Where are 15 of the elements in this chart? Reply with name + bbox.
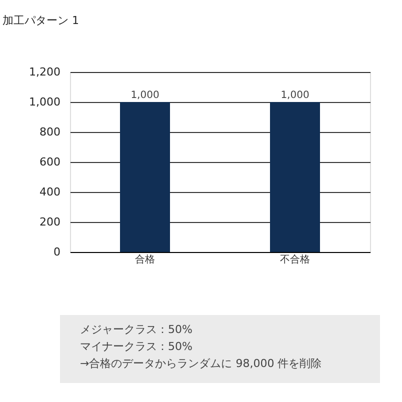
x-tick-label: 不合格 xyxy=(280,254,310,266)
y-tick-label: 600 xyxy=(40,156,60,168)
y-tick-label: 200 xyxy=(40,216,60,228)
text: メジャークラス：50% xyxy=(80,323,192,336)
y-tick-label: 400 xyxy=(40,186,60,198)
y-tick-label: 1,200 xyxy=(29,66,60,78)
y-tick-label: 800 xyxy=(40,126,60,138)
chart-title: 加工パターン 1 xyxy=(2,14,80,27)
y-tick-label: 1,000 xyxy=(29,96,60,108)
text: →合格のデータからランダムに 98,000 件を削除 xyxy=(80,357,322,370)
data-label: 1,000 xyxy=(130,90,160,101)
x-tick-label: 合格 xyxy=(135,254,155,266)
text: マイナークラス：50% xyxy=(80,340,192,353)
y-tick-label: 0 xyxy=(54,246,60,258)
data-label: 1,000 xyxy=(280,90,310,101)
